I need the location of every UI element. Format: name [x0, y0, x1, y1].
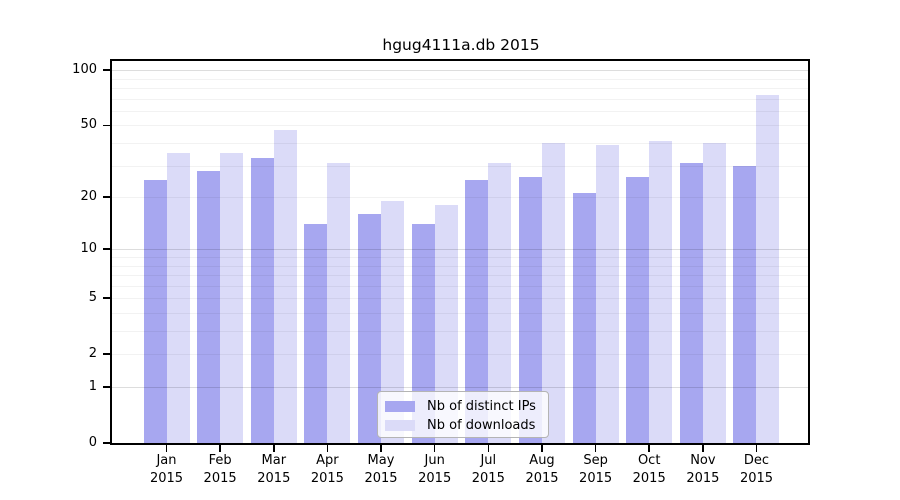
legend: Nb of distinct IPs Nb of downloads [377, 391, 549, 438]
gridline-y-80 [112, 87, 808, 89]
gridline-y-90 [112, 78, 808, 80]
gridline-y-7 [112, 275, 808, 276]
y-tick-2 [103, 353, 110, 355]
y-tick-50 [103, 124, 110, 127]
bar-downloads-dec [756, 95, 780, 443]
gridline-y-3 [112, 331, 808, 332]
bar-distinct-ips-mar [250, 158, 274, 443]
bar-downloads-oct [649, 141, 673, 443]
bar-downloads-nov [702, 142, 726, 443]
legend-label-downloads: Nb of downloads [427, 418, 536, 433]
bar-distinct-ips-jan [143, 179, 167, 443]
y-tick-10 [103, 248, 110, 250]
x-tick-dec [755, 445, 758, 452]
bar-distinct-ips-jul [465, 179, 489, 443]
x-tick-sep [594, 445, 597, 452]
x-tick-may [380, 445, 382, 452]
y-tick-label-10: 10 [80, 241, 97, 257]
y-tick-label-0: 0 [88, 435, 97, 450]
x-tick-label-feb: Feb 2015 [203, 453, 237, 486]
bar-downloads-mar [273, 130, 297, 443]
gridline-y-20 [112, 197, 808, 198]
y-tick-1 [103, 386, 110, 388]
bar-downloads-jun [434, 205, 458, 443]
bar-downloads-sep [595, 144, 619, 443]
bar-distinct-ips-dec [733, 165, 757, 443]
x-tick-jul [487, 445, 490, 452]
x-tick-label-jun: Jun 2015 [418, 453, 452, 486]
y-tick-label-2: 2 [88, 346, 97, 362]
gridline-y-1 [112, 387, 808, 388]
y-tick-0 [103, 442, 110, 444]
legend-item-downloads: Nb of downloads [385, 416, 540, 435]
bar-downloads-jul [488, 162, 512, 443]
gridline-y-4 [112, 312, 808, 314]
gridline-y-30 [112, 165, 808, 167]
x-tick-label-nov: Nov 2015 [686, 453, 720, 486]
legend-item-distinct-ips: Nb of distinct IPs [385, 397, 540, 416]
y-tick-label-5: 5 [88, 290, 97, 306]
x-tick-label-jan: Jan 2015 [149, 453, 184, 486]
bar-distinct-ips-feb [197, 170, 221, 443]
gridline-y-2 [112, 354, 808, 356]
bar-distinct-ips-sep [572, 193, 596, 443]
y-tick-label-100: 100 [72, 62, 97, 78]
x-tick-nov [702, 445, 704, 452]
x-tick-label-apr: Apr 2015 [310, 453, 344, 486]
legend-label-distinct-ips: Nb of distinct IPs [427, 399, 536, 414]
y-tick-5 [103, 297, 110, 299]
x-tick-mar [273, 445, 275, 452]
bar-distinct-ips-may [358, 214, 382, 443]
x-tick-label-mar: Mar 2015 [257, 453, 291, 486]
bar-downloads-may [381, 200, 405, 443]
gridline-y-70 [112, 98, 808, 100]
y-tick-20 [103, 196, 110, 198]
gridline-y-10 [112, 249, 808, 251]
y-tick-label-20: 20 [80, 189, 97, 204]
gridline-y-50 [112, 125, 808, 127]
x-tick-label-aug: Aug 2015 [525, 453, 559, 486]
gridline-y-5 [112, 298, 808, 300]
x-tick-label-sep: Sep 2015 [579, 453, 613, 486]
x-tick-apr [326, 445, 329, 452]
x-tick-label-oct: Oct 2015 [632, 453, 666, 486]
x-tick-feb [219, 445, 221, 452]
x-tick-jan [165, 445, 168, 452]
x-tick-oct [648, 445, 650, 452]
legend-swatch-downloads [385, 420, 415, 431]
x-tick-label-dec: Dec 2015 [739, 453, 774, 486]
bar-downloads-feb [220, 153, 244, 443]
gridline-y-9 [112, 256, 808, 258]
legend-swatch-distinct-ips [385, 401, 415, 412]
gridline-y-40 [112, 142, 808, 144]
bar-distinct-ips-oct [626, 176, 650, 443]
bar-downloads-aug [541, 142, 565, 443]
gridline-y-6 [112, 285, 808, 287]
chart-title: hgug4111a.db 2015 [382, 36, 540, 54]
y-tick-label-1: 1 [88, 379, 97, 394]
x-tick-aug [541, 445, 543, 452]
y-tick-label-50: 50 [80, 117, 97, 133]
bar-distinct-ips-nov [679, 162, 703, 443]
bar-distinct-ips-apr [304, 224, 328, 443]
gridline-y-100 [112, 70, 808, 72]
gridline-y-8 [112, 265, 808, 267]
bar-distinct-ips-aug [518, 176, 542, 443]
y-tick-100 [103, 69, 110, 71]
gridline-y-60 [112, 110, 808, 112]
bar-distinct-ips-jun [411, 224, 435, 443]
plot-area: Nb of distinct IPs Nb of downloads [110, 59, 810, 445]
x-tick-label-jul: Jul 2015 [471, 453, 505, 486]
bar-downloads-apr [327, 162, 351, 443]
x-tick-jun [433, 445, 436, 452]
bar-downloads-jan [166, 153, 190, 443]
x-tick-label-may: May 2015 [364, 453, 398, 486]
